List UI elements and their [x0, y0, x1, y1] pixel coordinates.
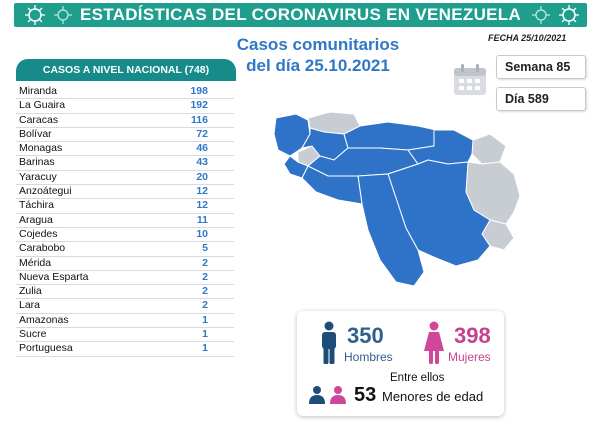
map-region-apure — [301, 165, 363, 205]
case-count: 2 — [202, 285, 208, 298]
state-name: Carabobo — [19, 242, 66, 255]
gender-stats-card: 350 Hombres 398 Mujeres Entre ellos 53 M… — [297, 311, 504, 416]
case-count: 12 — [196, 185, 208, 198]
cases-table: Miranda 198 La Guaira 192 Caracas 116 Bolívar 7… — [16, 85, 234, 357]
state-name: Cojedes — [19, 227, 58, 240]
virus-icon — [532, 6, 550, 24]
minors-count: 53 — [354, 384, 377, 406]
case-count: 43 — [196, 156, 208, 169]
case-count: 5 — [202, 242, 208, 255]
state-name: Anzoátegui — [19, 185, 72, 198]
venezuela-map — [273, 111, 521, 287]
state-name: Mérida — [19, 256, 52, 269]
state-name: Lara — [19, 299, 41, 312]
table-row: Anzoátegui 12 — [16, 185, 234, 200]
table-row: Yaracuy 20 — [16, 170, 234, 186]
state-name: Sucre — [19, 328, 47, 341]
report-date: FECHA 25/10/2021 — [488, 33, 567, 43]
subtitle: Casos comunitarios del día 25.10.2021 — [218, 34, 418, 76]
case-count: 1 — [202, 313, 208, 326]
state-name: Miranda — [19, 85, 57, 97]
virus-icon — [25, 5, 45, 25]
table-row: Miranda 198 — [16, 85, 234, 100]
virus-icon — [54, 6, 72, 24]
table-row: Barinas 43 — [16, 156, 234, 171]
case-count: 46 — [196, 142, 208, 155]
table-row: Bolívar 72 — [16, 127, 234, 143]
case-count: 12 — [196, 199, 208, 212]
table-row: Caracas 116 — [16, 114, 234, 128]
state-name: Caracas — [19, 113, 59, 126]
state-name: Zulia — [19, 285, 42, 298]
table-row: La Guaira 192 — [16, 99, 234, 114]
case-count: 198 — [190, 85, 208, 97]
map-region-amazonas — [357, 173, 425, 287]
table-row: Cojedes 10 — [16, 227, 234, 243]
subtitle-line-2: del día 25.10.2021 — [246, 56, 390, 75]
cases-table-header: CASOS A NIVEL NACIONAL (748) — [16, 59, 236, 81]
case-count: 1 — [202, 342, 208, 355]
table-row: Lara 2 — [16, 299, 234, 314]
table-row: Carabobo 5 — [16, 242, 234, 257]
page-title: ESTADÍSTICAS DEL CORONAVIRUS EN VENEZUEL… — [79, 5, 522, 24]
case-count: 72 — [196, 127, 208, 140]
case-count: 1 — [202, 328, 208, 341]
minors-intro: Entre ellos — [390, 372, 445, 384]
case-count: 11 — [196, 213, 208, 226]
case-count: 2 — [202, 256, 208, 269]
calendar-icon — [454, 64, 486, 95]
map-region-delta — [471, 133, 507, 165]
men-count: 350 — [347, 323, 384, 348]
case-count: 192 — [190, 99, 208, 112]
state-name: Portuguesa — [19, 342, 73, 355]
women-label: Mujeres — [448, 350, 491, 364]
day-badge: Día 589 — [496, 87, 586, 111]
table-row: Sucre 1 — [16, 328, 234, 343]
women-count: 398 — [454, 323, 491, 348]
state-name: La Guaira — [19, 99, 66, 112]
children-icon — [309, 386, 346, 404]
table-row: Monagas 46 — [16, 142, 234, 157]
case-count: 2 — [202, 270, 208, 283]
state-name: Táchira — [19, 199, 55, 212]
state-name: Amazonas — [19, 313, 69, 326]
state-name: Barinas — [19, 156, 55, 169]
state-name: Monagas — [19, 142, 63, 155]
week-badge: Semana 85 — [496, 55, 586, 79]
woman-icon — [424, 321, 444, 364]
case-count: 116 — [191, 113, 208, 126]
table-row: Mérida 2 — [16, 257, 234, 271]
table-row: Nueva Esparta 2 — [16, 270, 234, 286]
table-row: Táchira 12 — [16, 199, 234, 214]
header-banner: ESTADÍSTICAS DEL CORONAVIRUS EN VENEZUEL… — [14, 3, 587, 27]
state-name: Nueva Esparta — [19, 270, 89, 283]
table-row: Aragua 11 — [16, 214, 234, 228]
state-name: Bolívar — [19, 127, 52, 140]
table-row: Portuguesa 1 — [16, 342, 234, 357]
case-count: 20 — [196, 170, 208, 183]
man-icon — [322, 321, 336, 364]
men-label: Hombres — [344, 350, 393, 364]
case-count: 10 — [196, 227, 208, 240]
state-name: Yaracuy — [19, 170, 57, 183]
virus-icon — [559, 5, 579, 25]
state-name: Aragua — [19, 213, 53, 226]
subtitle-line-1: Casos comunitarios — [236, 35, 400, 54]
table-row: Amazonas 1 — [16, 313, 234, 329]
case-count: 2 — [202, 299, 208, 312]
minors-label: Menores de edad — [382, 389, 484, 404]
table-row: Zulia 2 — [16, 285, 234, 300]
